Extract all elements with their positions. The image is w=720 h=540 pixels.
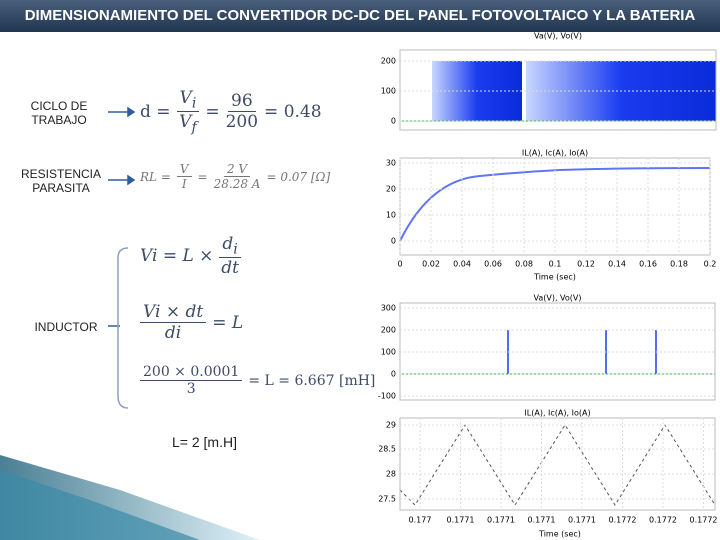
equation: Vi = L × di dt xyxy=(140,234,241,278)
y-tick-label: 0 xyxy=(391,237,396,246)
y-tick-label: 29 xyxy=(386,421,396,430)
plot-area xyxy=(399,49,717,131)
eq-text: = L xyxy=(212,312,244,333)
y-tick-label: 100 xyxy=(381,87,396,96)
numerator: 2 V xyxy=(223,162,251,177)
equation: Vi × dt di = L xyxy=(140,302,243,343)
slide-title: DIMENSIONAMIENTO DEL CONVERTIDOR DC-DC D… xyxy=(0,0,720,32)
eq-text: d = xyxy=(140,101,171,122)
numerator: Vi × dt xyxy=(140,302,207,323)
denominator: dt xyxy=(221,258,239,279)
note: L= 2 [m.H] xyxy=(172,434,237,450)
x-tick-label: 0.177 xyxy=(409,516,432,525)
y-tick-label: 200 xyxy=(381,326,396,335)
x-tick-label: 0.1771 xyxy=(447,516,475,525)
eq-text: = L = 6.667 [mH] xyxy=(248,372,376,389)
plot-title: Va(V), Vo(V) xyxy=(534,32,582,41)
eq-text: = xyxy=(205,101,220,122)
equation: d = Vi Vf = 96 200 = 0.48 xyxy=(140,88,322,136)
x-tick-label: 0.12 xyxy=(577,260,595,269)
numerator: Vi xyxy=(176,88,200,113)
x-tick-label: 0.1772 xyxy=(690,516,718,525)
fraction: 2 V 28.28 A xyxy=(214,162,261,191)
y-tick-label: 30 xyxy=(386,159,396,168)
x-tick-label: 0.06 xyxy=(484,260,502,269)
y-tick-label: 0 xyxy=(391,370,396,379)
y-tick-label: -100 xyxy=(378,392,396,401)
x-axis-label: Time (sec) xyxy=(538,530,581,539)
x-tick-label: 0.16 xyxy=(639,260,657,269)
x-tick-label: 0.02 xyxy=(422,260,440,269)
x-tick-label: 0.1771 xyxy=(487,516,515,525)
x-tick-label: 0.18 xyxy=(670,260,688,269)
arrows xyxy=(108,106,136,327)
y-tick-label: 300 xyxy=(381,304,396,313)
bracket xyxy=(117,247,129,409)
denominator: 200 xyxy=(225,112,259,133)
waveform xyxy=(399,424,716,506)
eq-sub: i xyxy=(233,241,238,258)
eq-sub: i xyxy=(191,95,197,112)
denominator: Vf xyxy=(179,112,197,135)
eq-text: d xyxy=(222,234,234,254)
denominator: di xyxy=(164,323,182,343)
eq-text: RL = xyxy=(140,169,171,184)
x-tick-label: 0.1771 xyxy=(528,516,556,525)
x-tick-label: 0.2 xyxy=(704,260,717,269)
x-axis-label: Time (sec) xyxy=(533,273,576,282)
x-tick-label: 0.08 xyxy=(515,260,533,269)
numerator: 96 xyxy=(228,91,256,113)
equation: 200 × 0.0001 3 = L = 6.667 [mH] xyxy=(140,364,375,397)
numerator: V xyxy=(176,162,192,177)
swoosh xyxy=(0,470,200,540)
denominator: I xyxy=(181,177,187,191)
y-tick-label: 0 xyxy=(391,117,396,126)
y-tick-label: 20 xyxy=(386,185,396,194)
denominator: 3 xyxy=(186,381,196,397)
eq-text: Vi = L × xyxy=(140,246,214,267)
x-tick-label: 0.1772 xyxy=(609,516,637,525)
plot-title: IL(A), Ic(A), Io(A) xyxy=(524,409,590,418)
waveform xyxy=(399,167,711,242)
y-tick-label: 28.5 xyxy=(378,445,396,454)
y-tick-label: 100 xyxy=(381,348,396,357)
numerator: 200 × 0.0001 xyxy=(140,364,243,381)
y-tick-label: 200 xyxy=(381,57,396,66)
plot-area xyxy=(399,417,716,511)
label: CICLO DE TRABAJO xyxy=(30,99,88,127)
x-tick-label: 0.14 xyxy=(608,260,626,269)
x-tick-label: 0 xyxy=(397,260,402,269)
eq-text: = xyxy=(197,169,208,184)
fraction: Vi Vf xyxy=(176,88,200,136)
y-tick-label: 10 xyxy=(386,211,396,220)
x-tick-label: 0.1 xyxy=(549,260,562,269)
x-tick-label: 0.04 xyxy=(453,260,471,269)
eq-sub: f xyxy=(191,119,197,136)
eq-text: = 0.48 xyxy=(264,101,322,122)
fraction: di dt xyxy=(219,234,241,279)
plot-title: IL(A), Ic(A), Io(A) xyxy=(522,149,588,158)
eq-text: V xyxy=(179,88,192,108)
x-tick-label: 0.1771 xyxy=(568,516,596,525)
eq-text: V xyxy=(179,112,192,133)
x-tick-label: 0.1772 xyxy=(649,516,677,525)
label: INDUCTOR xyxy=(34,320,98,334)
denominator: 28.28 A xyxy=(213,177,261,191)
eq-text: = 0.07 [Ω] xyxy=(266,169,331,184)
numerator: di xyxy=(219,234,241,259)
y-tick-label: 27.5 xyxy=(378,495,396,504)
y-tick-label: 28 xyxy=(386,470,396,479)
label: RESISTENCIA PARASITA xyxy=(20,167,101,195)
plot-title: Va(V), Vo(V) xyxy=(533,294,581,303)
fraction: 200 × 0.0001 3 xyxy=(140,364,243,397)
fraction: 96 200 xyxy=(226,91,258,132)
fraction: Vi × dt di xyxy=(140,302,207,343)
